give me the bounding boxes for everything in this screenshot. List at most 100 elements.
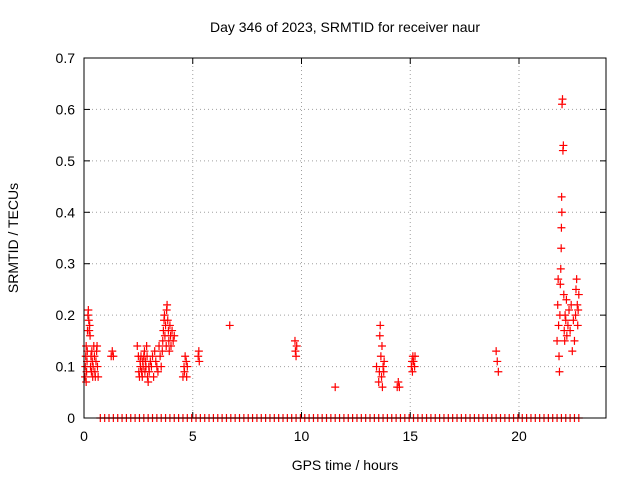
data-points [81, 95, 583, 422]
data-point-marker [91, 357, 100, 366]
data-point-marker [409, 357, 418, 366]
data-point-marker [108, 347, 117, 356]
data-point-marker [84, 316, 93, 325]
data-point-marker [395, 383, 404, 392]
y-tick-label: 0 [67, 410, 75, 426]
data-point-marker [574, 306, 583, 314]
data-point-marker [561, 311, 570, 320]
y-tick-label: 0.1 [56, 359, 76, 375]
data-point-marker [377, 372, 386, 381]
data-point-marker [378, 383, 387, 392]
data-point-marker [556, 280, 565, 289]
data-point-marker [142, 342, 151, 350]
data-point-marker [133, 342, 142, 350]
data-point-marker [557, 223, 566, 232]
data-point-marker [290, 336, 299, 345]
data-point-marker [573, 321, 582, 330]
data-point-marker [183, 362, 192, 371]
data-point-marker [574, 290, 583, 299]
data-point-marker [81, 372, 90, 381]
data-point-marker [225, 321, 234, 330]
data-point-marker [291, 347, 300, 356]
data-point-marker [555, 352, 564, 361]
data-point-marker [170, 331, 179, 340]
data-point-marker [571, 285, 580, 294]
data-point-marker [557, 208, 566, 217]
x-axis-ticks: 0 5 10 15 20 [80, 58, 527, 444]
data-point-marker [568, 347, 577, 356]
data-point-marker [86, 331, 95, 340]
x-tick-label: 10 [294, 428, 310, 444]
data-point-marker [331, 383, 340, 392]
data-point-marker [194, 352, 203, 361]
data-point-marker [557, 192, 566, 201]
data-point-marker [558, 95, 567, 104]
grid-lines [84, 58, 606, 418]
data-point-marker [376, 321, 385, 330]
data-point-marker [553, 336, 562, 345]
data-point-marker [145, 367, 154, 376]
data-point-marker [556, 264, 565, 273]
data-point-marker [169, 336, 178, 345]
data-point-marker [411, 352, 420, 361]
data-point-marker [182, 372, 191, 381]
data-point-marker [570, 336, 579, 345]
data-point-marker [559, 290, 568, 299]
data-point-marker [156, 352, 165, 361]
data-point-marker [394, 378, 403, 386]
data-point-marker [553, 300, 562, 309]
y-axis-ticks: 0 0.1 0.2 0.3 0.4 0.5 0.6 0.7 [56, 50, 606, 426]
data-point-marker [167, 342, 175, 350]
data-point-marker [194, 347, 203, 356]
data-point-marker [84, 306, 93, 314]
data-point-marker [182, 357, 191, 366]
data-point-marker [109, 352, 118, 361]
y-tick-label: 0.3 [56, 256, 76, 272]
data-point-marker [165, 321, 174, 330]
data-point-marker [93, 362, 102, 371]
data-point-marker [562, 331, 571, 340]
data-point-marker [163, 300, 172, 309]
data-point-marker [566, 326, 575, 335]
data-point-marker [158, 347, 167, 356]
data-point-marker [144, 378, 153, 386]
data-point-marker [140, 347, 149, 356]
data-point-marker [555, 367, 564, 376]
data-point-marker [165, 347, 174, 356]
data-point-marker [85, 321, 94, 330]
data-point-marker [153, 367, 162, 376]
data-point-marker [554, 321, 563, 330]
data-point-marker [561, 316, 570, 325]
data-point-marker [374, 378, 383, 386]
y-tick-label: 0.7 [56, 50, 76, 66]
y-tick-label: 0.6 [56, 101, 76, 117]
data-point-marker [493, 357, 502, 366]
data-point-marker [410, 362, 419, 371]
data-point-marker [554, 275, 563, 284]
x-tick-label: 0 [80, 428, 88, 444]
data-point-marker [151, 357, 160, 366]
data-point-marker [292, 342, 301, 350]
data-point-marker [195, 357, 204, 366]
x-tick-label: 15 [402, 428, 418, 444]
data-point-marker [408, 367, 417, 376]
data-point-marker [379, 367, 388, 376]
data-point-marker [149, 372, 158, 381]
data-point-marker [557, 244, 566, 253]
data-point-marker [376, 352, 385, 361]
data-point-marker [181, 352, 190, 361]
y-tick-label: 0.2 [56, 307, 76, 323]
x-tick-label: 5 [189, 428, 197, 444]
data-point-marker [565, 306, 574, 314]
data-point-marker [494, 367, 503, 376]
data-point-marker [163, 316, 172, 325]
data-point-marker [572, 275, 581, 284]
data-point-marker [563, 321, 572, 330]
data-point-marker [573, 300, 582, 309]
data-point-marker [375, 331, 384, 340]
y-tick-label: 0.4 [56, 204, 76, 220]
data-point-marker [492, 347, 501, 356]
data-point-marker [377, 342, 386, 350]
y-tick-label: 0.5 [56, 153, 76, 169]
